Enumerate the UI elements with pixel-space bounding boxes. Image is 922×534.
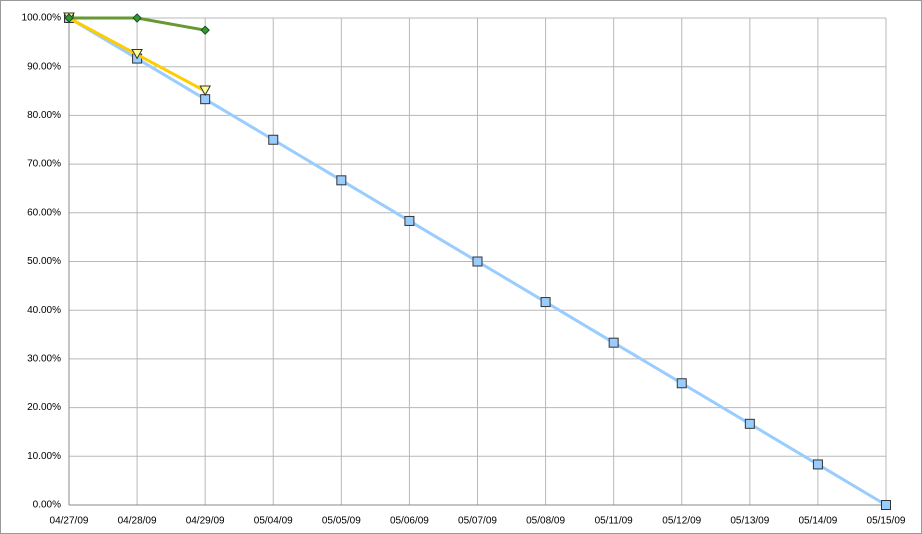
marker	[268, 134, 279, 145]
x-tick-label: 05/04/09	[254, 516, 293, 527]
y-tick-label: 60.00%	[27, 207, 61, 218]
y-tick-label: 30.00%	[27, 354, 61, 365]
marker	[64, 13, 74, 23]
y-tick-label: 40.00%	[27, 305, 61, 316]
y-tick-label: 80.00%	[27, 110, 61, 121]
marker	[199, 85, 212, 97]
x-tick-label: 05/13/09	[730, 516, 769, 527]
y-tick-label: 0.00%	[33, 500, 61, 511]
marker	[132, 13, 142, 23]
x-tick-label: 05/12/09	[662, 516, 701, 527]
marker	[744, 418, 755, 429]
marker	[540, 297, 551, 308]
y-tick-label: 90.00%	[27, 61, 61, 72]
x-tick-label: 05/15/09	[867, 516, 906, 527]
marker	[472, 256, 483, 267]
y-tick-label: 70.00%	[27, 159, 61, 170]
x-tick-label: 04/29/09	[186, 516, 225, 527]
x-tick-label: 05/14/09	[798, 516, 837, 527]
marker	[676, 378, 687, 389]
x-tick-label: 04/28/09	[118, 516, 157, 527]
marker	[336, 175, 347, 186]
marker	[200, 25, 210, 35]
marker	[881, 500, 891, 510]
y-tick-label: 20.00%	[27, 402, 61, 413]
marker	[608, 337, 619, 348]
y-tick-label: 50.00%	[27, 256, 61, 267]
marker	[131, 49, 143, 60]
x-tick-label: 05/05/09	[322, 516, 361, 527]
y-tick-label: 100.00%	[22, 13, 62, 24]
x-tick-label: 05/11/09	[595, 516, 634, 527]
x-tick-label: 05/08/09	[526, 516, 565, 527]
marker	[404, 215, 415, 226]
x-tick-label: 04/27/09	[50, 516, 89, 527]
x-tick-label: 05/07/09	[458, 516, 497, 527]
marker	[812, 459, 823, 470]
x-tick-label: 05/06/09	[390, 516, 429, 527]
y-tick-label: 10.00%	[27, 451, 61, 462]
